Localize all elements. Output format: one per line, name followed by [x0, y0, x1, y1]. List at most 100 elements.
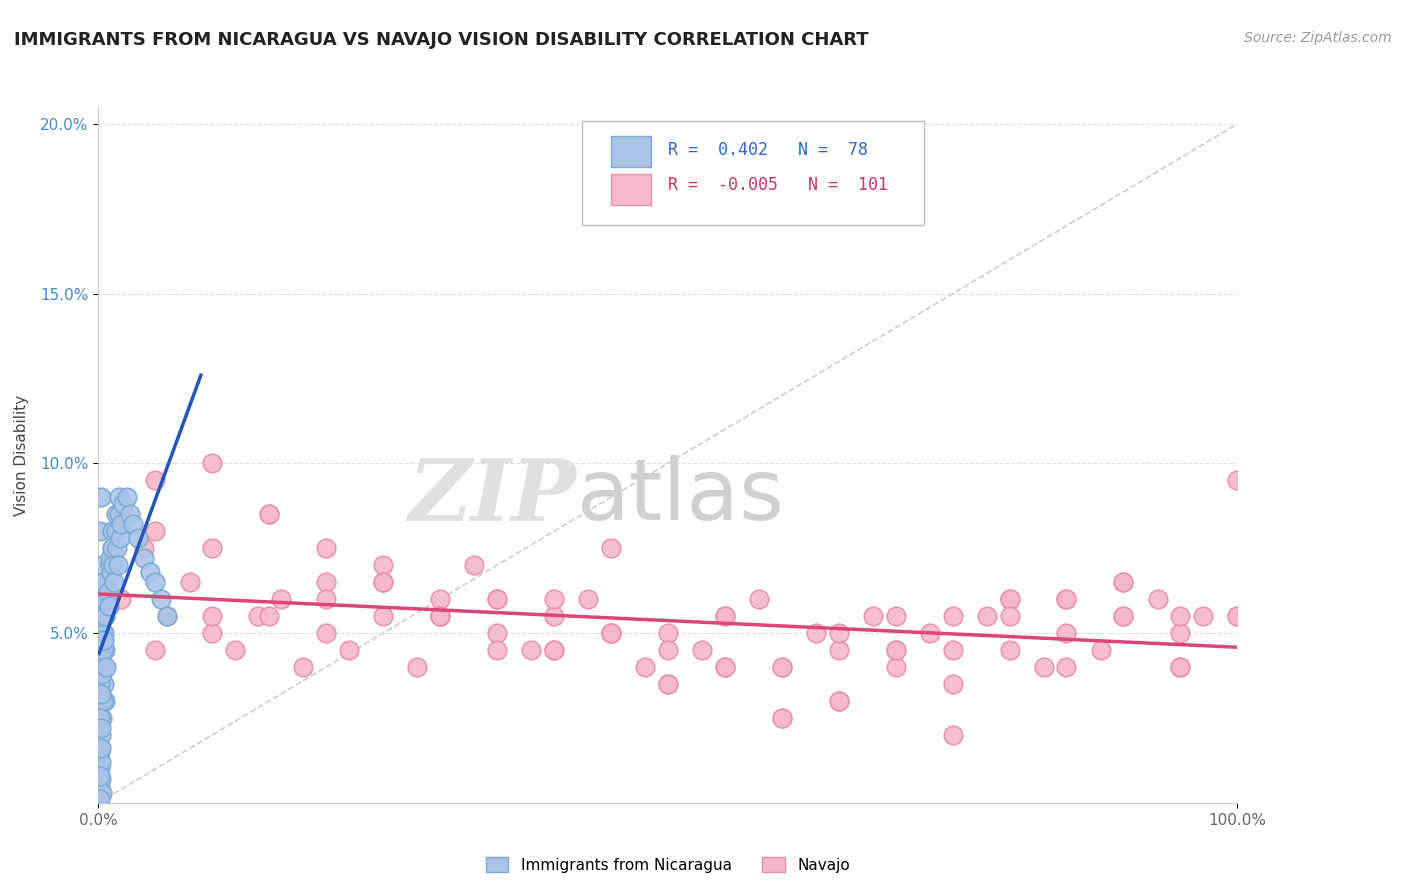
Point: [97, 599, 120, 613]
Point: [89, 792, 111, 806]
Point: [998, 609, 1021, 624]
Point: [201, 541, 224, 556]
Point: [371, 558, 394, 573]
Point: [101, 541, 124, 556]
Point: [657, 643, 679, 657]
Point: [714, 660, 737, 674]
Point: [90, 592, 112, 607]
Point: [543, 609, 565, 624]
Point: [89, 524, 111, 539]
Point: [90, 653, 112, 667]
FancyBboxPatch shape: [612, 174, 651, 205]
Point: [406, 660, 429, 674]
Point: [1226, 474, 1249, 488]
Point: [93, 677, 115, 691]
Point: [132, 541, 155, 556]
Point: [714, 660, 737, 674]
Point: [179, 575, 201, 590]
Point: [520, 643, 543, 657]
Point: [1112, 609, 1135, 624]
Point: [486, 626, 509, 640]
Point: [942, 728, 965, 742]
Point: [884, 609, 907, 624]
Point: [828, 626, 851, 640]
Legend: Immigrants from Nicaragua, Navajo: Immigrants from Nicaragua, Navajo: [479, 850, 856, 879]
Point: [315, 592, 337, 607]
Point: [103, 575, 125, 590]
Point: [90, 660, 112, 674]
Point: [429, 592, 451, 607]
Point: [96, 592, 118, 607]
Point: [121, 517, 143, 532]
Point: [770, 660, 793, 674]
Point: [108, 491, 131, 505]
Point: [770, 660, 793, 674]
Point: [371, 575, 394, 590]
Point: [1226, 609, 1249, 624]
Point: [486, 643, 509, 657]
Point: [93, 626, 115, 640]
Point: [828, 643, 851, 657]
Point: [89, 626, 111, 640]
Point: [270, 592, 292, 607]
Point: [115, 491, 138, 505]
Point: [1090, 643, 1112, 657]
Point: [714, 609, 737, 624]
Point: [98, 551, 121, 566]
Point: [101, 541, 124, 556]
Point: [1226, 609, 1249, 624]
Point: [112, 497, 135, 511]
Point: [145, 575, 167, 590]
Point: [576, 592, 599, 607]
Point: [90, 711, 112, 725]
Point: [145, 643, 167, 657]
Point: [884, 643, 907, 657]
Point: [91, 592, 114, 607]
Point: [884, 660, 907, 674]
Point: [259, 508, 281, 522]
Point: [90, 728, 112, 742]
Y-axis label: Vision Disability: Vision Disability: [14, 394, 30, 516]
Point: [93, 632, 115, 647]
Point: [100, 565, 122, 579]
Point: [98, 558, 121, 573]
Point: [108, 508, 131, 522]
Point: [828, 694, 851, 708]
Point: [1170, 609, 1192, 624]
Point: [91, 643, 114, 657]
Point: [90, 687, 112, 701]
Point: [201, 457, 224, 471]
Point: [486, 592, 509, 607]
Point: [91, 609, 114, 624]
Point: [942, 609, 965, 624]
Point: [1146, 592, 1168, 607]
Point: [1170, 626, 1192, 640]
Point: [1112, 575, 1135, 590]
Point: [89, 711, 111, 725]
Point: [246, 609, 269, 624]
Point: [96, 585, 118, 599]
Point: [104, 524, 127, 539]
Point: [87, 660, 110, 674]
Point: [89, 677, 111, 691]
Text: ZIP: ZIP: [409, 455, 576, 539]
Point: [998, 592, 1021, 607]
Point: [942, 677, 965, 691]
Point: [371, 609, 394, 624]
Point: [224, 643, 246, 657]
Point: [105, 541, 128, 556]
Point: [315, 626, 337, 640]
Point: [600, 541, 623, 556]
Point: [315, 575, 337, 590]
Point: [259, 609, 281, 624]
Point: [90, 558, 112, 573]
Text: R =  -0.005   N =  101: R = -0.005 N = 101: [668, 176, 887, 194]
Point: [90, 786, 112, 800]
Point: [110, 592, 132, 607]
Point: [1192, 609, 1215, 624]
Point: [690, 643, 713, 657]
Point: [89, 762, 111, 776]
Point: [145, 524, 167, 539]
Point: [103, 558, 125, 573]
Point: [1112, 609, 1135, 624]
